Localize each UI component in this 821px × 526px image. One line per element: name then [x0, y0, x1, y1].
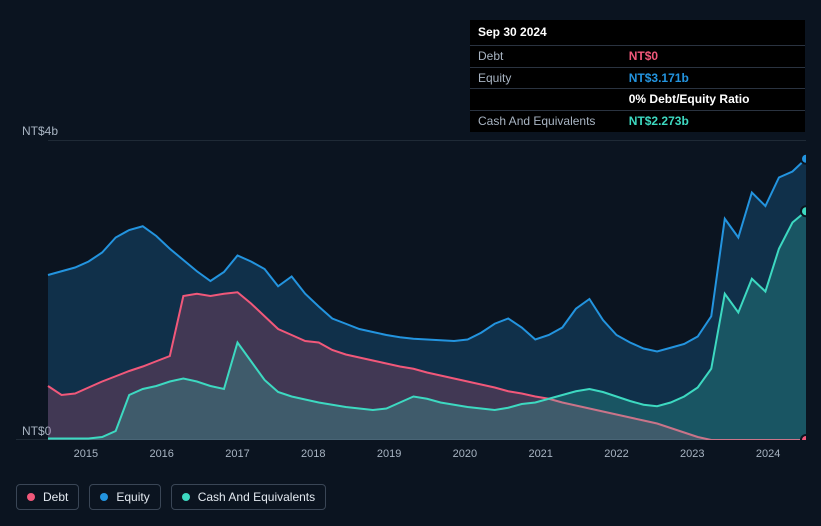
x-axis-tick: 2024 — [756, 448, 780, 460]
tooltip-row-label: Cash And Equivalents — [470, 111, 621, 132]
x-axis-tick: 2019 — [377, 448, 401, 460]
x-axis-tick: 2015 — [74, 448, 98, 460]
tooltip-row-label — [470, 89, 621, 111]
legend-label: Debt — [43, 490, 68, 504]
y-axis-tick-top: NT$4b — [22, 124, 58, 138]
marker-cash — [801, 206, 806, 216]
x-axis-tick: 2020 — [453, 448, 477, 460]
tooltip-row: EquityNT$3.171b — [470, 67, 805, 89]
tooltip-row: DebtNT$0 — [470, 45, 805, 67]
chart-legend: Debt Equity Cash And Equivalents — [16, 484, 326, 510]
legend-label: Cash And Equivalents — [198, 490, 315, 504]
tooltip-row-secondary: Debt/Equity Ratio — [646, 92, 749, 106]
x-axis: 2015 2016 2017 2018 2019 2020 2021 2022 2023 2024 — [16, 448, 806, 464]
tooltip-row-label: Debt — [470, 45, 621, 67]
tooltip-row-value: NT$3.171b — [621, 67, 805, 89]
tooltip-date: Sep 30 2024 — [470, 20, 805, 45]
x-axis-tick: 2018 — [301, 448, 325, 460]
tooltip-row-value: NT$0 — [621, 45, 805, 67]
legend-swatch — [182, 493, 190, 501]
chart-tooltip: Sep 30 2024 DebtNT$0EquityNT$3.171b0% De… — [470, 20, 805, 132]
legend-item-equity[interactable]: Equity — [89, 484, 160, 510]
tooltip-row-value: NT$2.273b — [621, 111, 805, 132]
tooltip-table: DebtNT$0EquityNT$3.171b0% Debt/Equity Ra… — [470, 45, 805, 132]
x-axis-tick: 2022 — [604, 448, 628, 460]
marker-equity — [801, 154, 806, 164]
legend-label: Equity — [116, 490, 149, 504]
tooltip-row: Cash And EquivalentsNT$2.273b — [470, 111, 805, 132]
debt-equity-chart: Sep 30 2024 DebtNT$0EquityNT$3.171b0% De… — [0, 0, 821, 526]
legend-item-cash[interactable]: Cash And Equivalents — [171, 484, 326, 510]
tooltip-row: 0% Debt/Equity Ratio — [470, 89, 805, 111]
x-axis-tick: 2021 — [528, 448, 552, 460]
legend-item-debt[interactable]: Debt — [16, 484, 79, 510]
chart-plot[interactable] — [16, 140, 806, 440]
tooltip-row-label: Equity — [470, 67, 621, 89]
x-axis-tick: 2023 — [680, 448, 704, 460]
legend-swatch — [100, 493, 108, 501]
x-axis-tick: 2017 — [225, 448, 249, 460]
tooltip-row-value: 0% Debt/Equity Ratio — [621, 89, 805, 111]
legend-swatch — [27, 493, 35, 501]
x-axis-tick: 2016 — [149, 448, 173, 460]
